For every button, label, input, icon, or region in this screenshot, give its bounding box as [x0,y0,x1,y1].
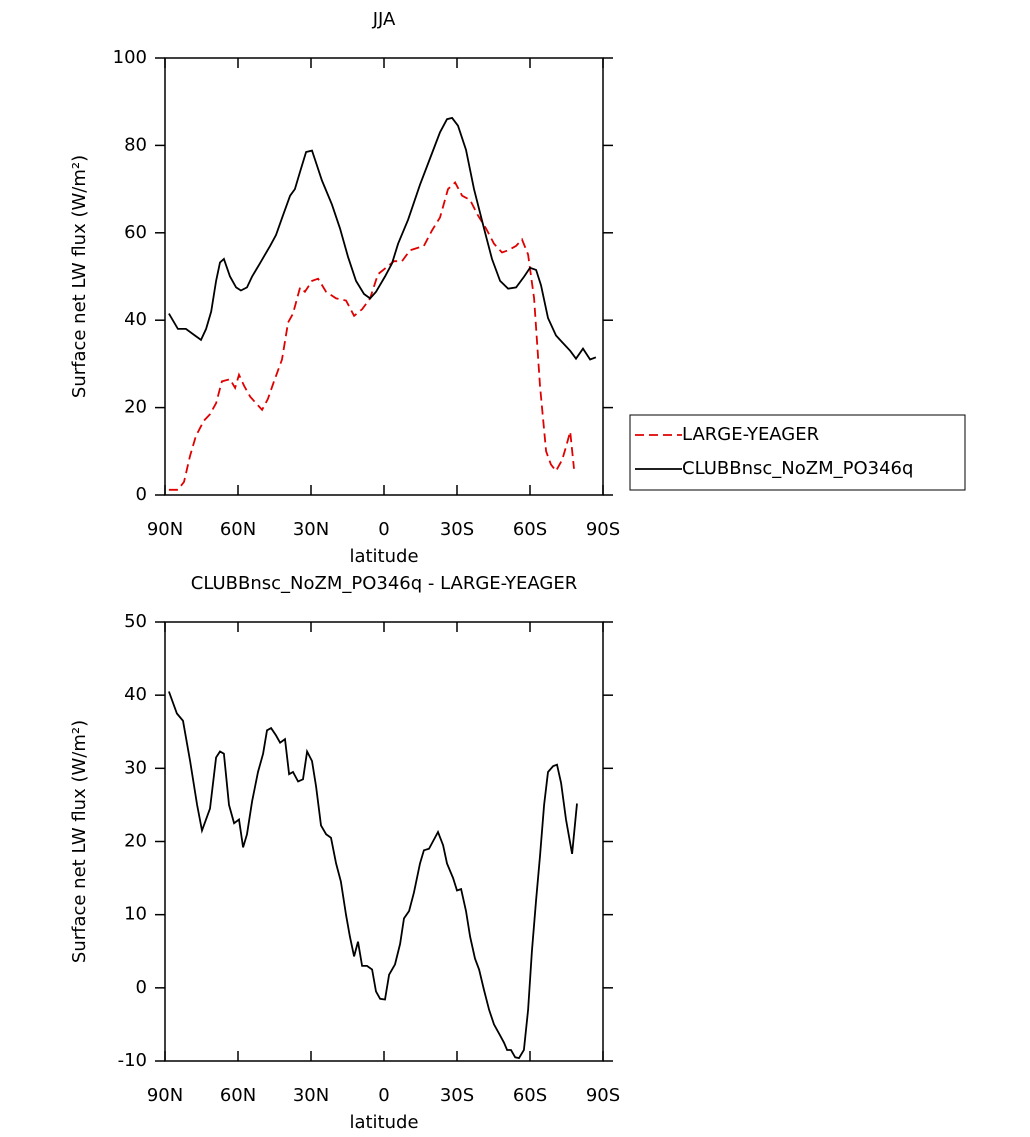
y-tick-label: 20 [124,397,147,418]
chart-title: CLUBBnsc_NoZM_PO346q - LARGE-YEAGER [191,573,577,594]
x-tick-label: 90N [147,519,183,540]
y-tick-label: 10 [124,904,147,925]
data-line [168,181,575,491]
legend-box [629,414,966,491]
x-tick-label: 30N [293,1085,329,1106]
chart-title: JJA [372,9,396,30]
y-axis-label: Surface net LW flux (W/m²) [69,155,90,398]
plot-frame [164,621,604,1062]
x-tick-label: 90N [147,1085,183,1106]
y-tick-label: 60 [124,222,147,243]
x-tick-label: 60N [220,519,256,540]
y-tick-label: 0 [136,977,147,998]
y-tick-label: 0 [136,484,147,505]
y-tick-label: 100 [113,47,147,68]
data-line [168,116,597,361]
x-tick-label: 0 [378,1085,389,1106]
x-tick-label: 30S [440,1085,474,1106]
y-axis-label: Surface net LW flux (W/m²) [69,720,90,963]
legend-label: LARGE-YEAGER [682,424,819,445]
y-tick-label: -10 [118,1050,147,1071]
y-tick-label: 30 [124,757,147,778]
legend-label: CLUBBnsc_NoZM_PO346q [682,458,913,479]
x-tick-label: 60S [513,519,547,540]
x-tick-label: 60N [220,1085,256,1106]
y-tick-label: 20 [124,831,147,852]
y-tick-label: 40 [124,309,147,330]
y-tick-label: 50 [124,611,147,632]
y-tick-label: 80 [124,134,147,155]
x-tick-label: 90S [586,519,620,540]
x-tick-label: 90S [586,1085,620,1106]
x-axis-label: latitude [349,1112,418,1133]
x-tick-label: 30S [440,519,474,540]
x-tick-label: 0 [378,519,389,540]
data-line [168,691,578,1060]
x-tick-label: 60S [513,1085,547,1106]
y-tick-label: 40 [124,684,147,705]
x-axis-label: latitude [349,546,418,567]
x-tick-label: 30N [293,519,329,540]
